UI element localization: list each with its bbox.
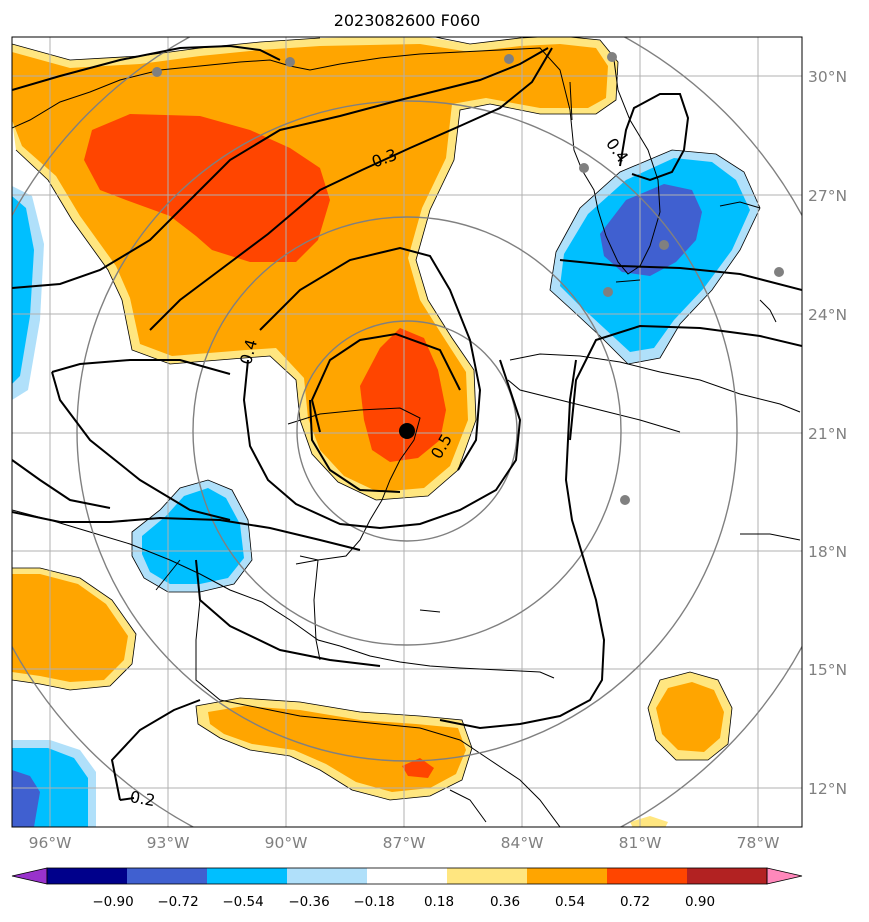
station-marker: [285, 57, 295, 67]
lon-label: 87°W: [383, 834, 426, 852]
lon-label: 84°W: [501, 834, 544, 852]
negative-shading: [12, 150, 760, 827]
lat-axis-labels: 30°N 27°N 24°N 21°N 18°N 15°N 12°N: [808, 68, 847, 798]
lon-label: 90°W: [265, 834, 308, 852]
station-marker: [603, 287, 613, 297]
value-contours: [12, 44, 802, 801]
colorbar-tick-label: −0.72: [157, 894, 198, 910]
colorbar-tick-label: 0.54: [555, 894, 585, 910]
colorbar-tick-label: 0.72: [620, 894, 650, 910]
station-marker: [774, 267, 784, 277]
colorbar-segment: [447, 868, 527, 884]
positive-shading: [12, 37, 732, 827]
lon-label: 81°W: [619, 834, 662, 852]
station-markers: [152, 52, 784, 505]
station-marker: [579, 163, 589, 173]
lat-label: 30°N: [808, 68, 847, 86]
station-marker: [607, 52, 617, 62]
coastlines: [12, 47, 801, 827]
colorbar-segment: [527, 868, 607, 884]
figure-title: 2023082600 F060: [334, 11, 481, 30]
station-marker: [659, 240, 669, 250]
lat-label: 12°N: [808, 780, 847, 798]
lat-label: 15°N: [808, 661, 847, 679]
station-marker: [504, 54, 514, 64]
station-marker: [620, 495, 630, 505]
map-area: 0.3 0.4 0.4 0.5 0.2: [12, 37, 802, 827]
colorbar-tick-label: 0.90: [685, 894, 715, 910]
colorbar-segment: [607, 868, 687, 884]
colorbar-tick-label: −0.90: [92, 894, 133, 910]
colorbar: −0.90 −0.72 −0.54 −0.36 −0.18 0.18 0.36 …: [11, 867, 803, 910]
lon-label: 93°W: [147, 834, 190, 852]
lon-axis-labels: 96°W 93°W 90°W 87°W 84°W 81°W 78°W: [29, 834, 780, 852]
colorbar-segment: [687, 868, 767, 884]
contour-label: 0.2: [128, 787, 156, 810]
lon-label: 96°W: [29, 834, 72, 852]
colorbar-segment: [207, 868, 287, 884]
colorbar-extend-max: [766, 867, 803, 885]
lat-label: 27°N: [808, 187, 847, 205]
station-marker: [152, 67, 162, 77]
lon-label: 78°W: [737, 834, 780, 852]
lat-label: 18°N: [808, 543, 847, 561]
graticule: [12, 37, 802, 827]
colorbar-segment: [127, 868, 207, 884]
colorbar-segment: [367, 868, 447, 884]
colorbar-segment: [47, 868, 127, 884]
colorbar-segment: [287, 868, 367, 884]
map-frame: [11, 36, 803, 828]
colorbar-extend-min: [11, 867, 48, 885]
colorbar-segments: [11, 867, 803, 885]
colorbar-tick-label: 0.18: [424, 894, 454, 910]
colorbar-tick-label: −0.18: [353, 894, 394, 910]
storm-center-marker: [399, 423, 415, 439]
colorbar-frame: [46, 867, 768, 885]
colorbar-labels: −0.90 −0.72 −0.54 −0.36 −0.18 0.18 0.36 …: [92, 894, 715, 910]
lat-label: 24°N: [808, 306, 847, 324]
colorbar-tick-label: 0.36: [490, 894, 520, 910]
range-rings: [12, 37, 802, 827]
lat-label: 21°N: [808, 425, 847, 443]
colorbar-tick-label: −0.36: [288, 894, 329, 910]
colorbar-tick-label: −0.54: [222, 894, 263, 910]
